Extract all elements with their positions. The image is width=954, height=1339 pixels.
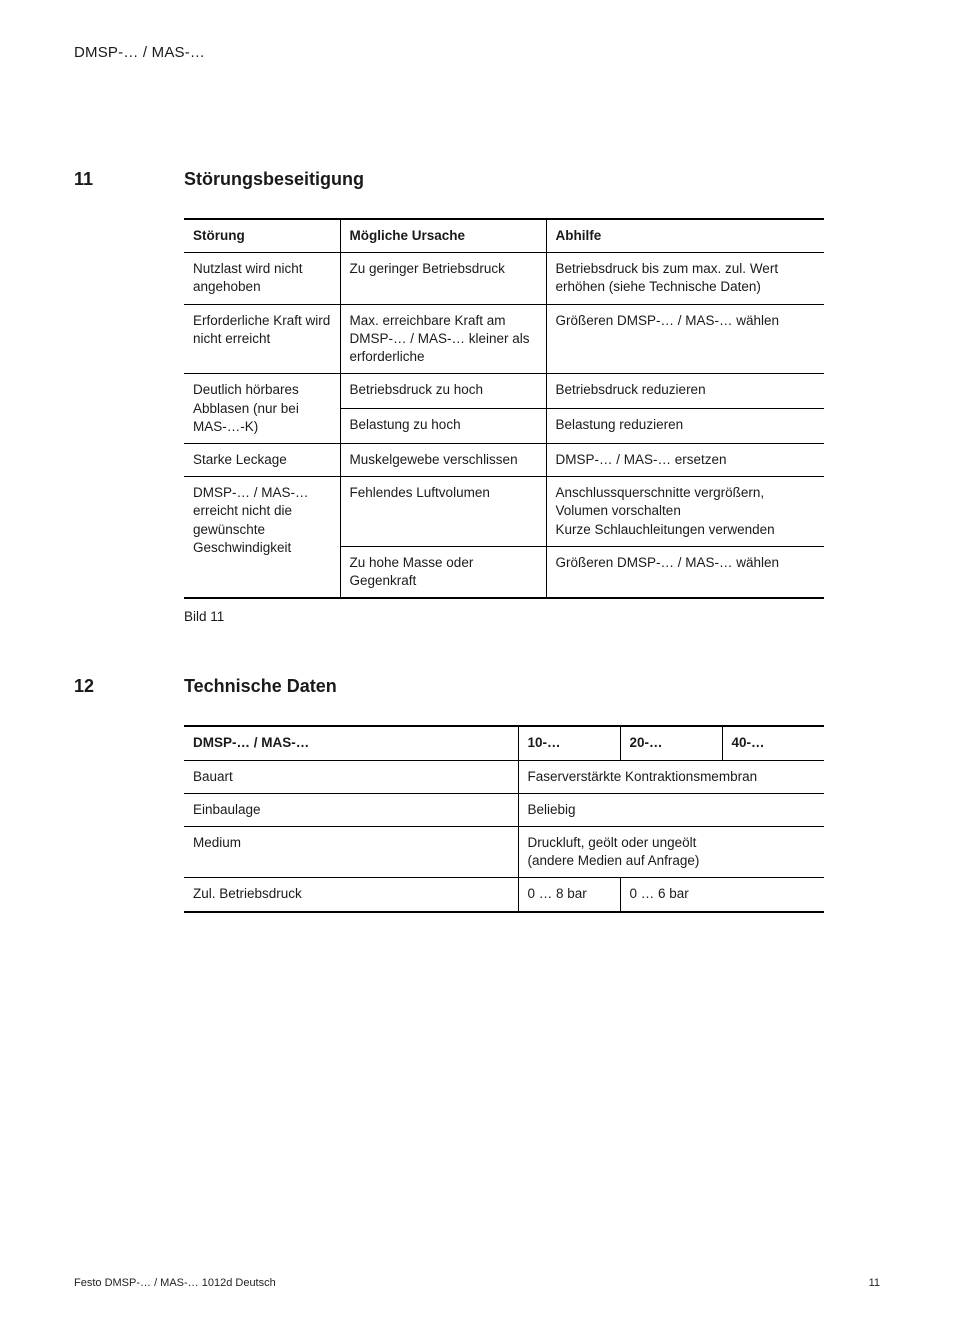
cell: Belastung zu hoch (340, 409, 546, 444)
table-row: Bauart Faserverstärkte Kontraktionsmembr… (184, 760, 824, 793)
troubleshoot-table: Störung Mögliche Ursache Abhilfe Nutzlas… (184, 218, 824, 599)
techdata-table: DMSP-… / MAS-… 10-… 20-… 40-… Bauart Fas… (184, 725, 824, 912)
cell: Nutzlast wird nicht angehoben (184, 253, 340, 304)
footer-page-number: 11 (869, 1277, 880, 1289)
table-row: Erforderliche Kraft wird nicht erreicht … (184, 304, 824, 374)
section-number: 11 (74, 169, 184, 190)
cell: Betriebsdruck reduzieren (546, 374, 824, 409)
cell: Zul. Betriebsdruck (184, 878, 518, 912)
cell: Starke Leckage (184, 443, 340, 476)
table-row: Starke Leckage Muskelgewebe verschlissen… (184, 443, 824, 476)
page-footer: Festo DMSP-… / MAS-… 1012d Deutsch 11 (74, 1277, 880, 1289)
col-40: 40-… (722, 726, 824, 760)
cell: DMSP-… / MAS-… ersetzen (546, 443, 824, 476)
cell: Größeren DMSP-… / MAS-… wählen (546, 304, 824, 374)
table-row: Zul. Betriebsdruck 0 … 8 bar 0 … 6 bar (184, 878, 824, 912)
col-20: 20-… (620, 726, 722, 760)
section-heading-12: 12 Technische Daten (74, 676, 880, 697)
col-model: DMSP-… / MAS-… (184, 726, 518, 760)
cell: Max. erreichbare Kraft am DMSP-… / MAS-…… (340, 304, 546, 374)
cell: Größeren DMSP-… / MAS-… wählen (546, 546, 824, 598)
cell: Beliebig (518, 793, 824, 826)
table-row: Deutlich hörbares Abblasen (nur bei MAS-… (184, 374, 824, 409)
cell: Anschlussquerschnitte vergrößern, Volume… (546, 477, 824, 547)
cell: Einbaulage (184, 793, 518, 826)
cell: Betriebsdruck bis zum max. zul. Wert erh… (546, 253, 824, 304)
cell: 0 … 8 bar (518, 878, 620, 912)
section-number: 12 (74, 676, 184, 697)
section-heading-11: 11 Störungsbeseitigung (74, 169, 880, 190)
table-row: Nutzlast wird nicht angehoben Zu geringe… (184, 253, 824, 304)
table-header-row: Störung Mögliche Ursache Abhilfe (184, 219, 824, 253)
table-header-row: DMSP-… / MAS-… 10-… 20-… 40-… (184, 726, 824, 760)
cell: Medium (184, 826, 518, 877)
col-10: 10-… (518, 726, 620, 760)
footer-left: Festo DMSP-… / MAS-… 1012d Deutsch (74, 1277, 276, 1289)
cell: Deutlich hörbares Abblasen (nur bei MAS-… (184, 374, 340, 444)
cell: Bauart (184, 760, 518, 793)
cell: Muskelgewebe verschlissen (340, 443, 546, 476)
cell: Zu hohe Masse oder Gegenkraft (340, 546, 546, 598)
col-abhilfe: Abhilfe (546, 219, 824, 253)
cell: Betriebsdruck zu hoch (340, 374, 546, 409)
col-stoerung: Störung (184, 219, 340, 253)
col-ursache: Mögliche Ursache (340, 219, 546, 253)
cell: DMSP-… / MAS-… erreicht nicht die gewüns… (184, 477, 340, 599)
cell: Erforderliche Kraft wird nicht erreicht (184, 304, 340, 374)
cell: 0 … 6 bar (620, 878, 824, 912)
table-row: DMSP-… / MAS-… erreicht nicht die gewüns… (184, 477, 824, 547)
section-title: Störungsbeseitigung (184, 169, 364, 190)
section-title: Technische Daten (184, 676, 337, 697)
cell: Fehlendes Luftvolumen (340, 477, 546, 547)
cell: Druckluft, geölt oder ungeölt (andere Me… (518, 826, 824, 877)
table-caption: Bild 11 (184, 609, 850, 624)
table-row: Medium Druckluft, geölt oder ungeölt (an… (184, 826, 824, 877)
cell: Faserverstärkte Kontraktionsmembran (518, 760, 824, 793)
page-header: DMSP-… / MAS-… (74, 44, 880, 61)
table-row: Einbaulage Beliebig (184, 793, 824, 826)
cell: Zu geringer Betriebsdruck (340, 253, 546, 304)
cell: Belastung reduzieren (546, 409, 824, 444)
